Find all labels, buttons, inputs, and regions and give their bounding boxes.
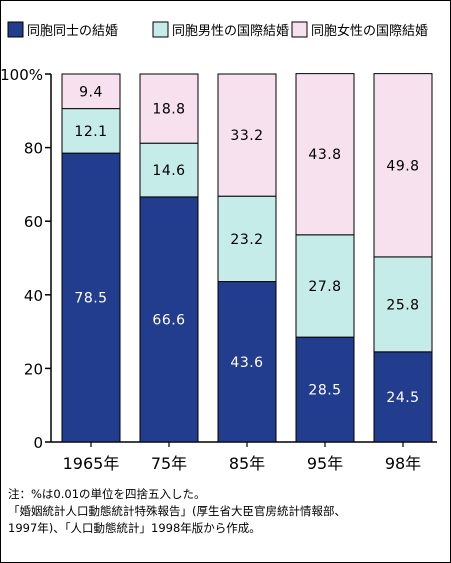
bar-segment	[373, 256, 433, 353]
y-tick-label: 20	[24, 360, 43, 378]
bar-segment	[295, 336, 355, 443]
stacked-bar-chart: 同胞同士の結婚 同胞男性の国際結婚 同胞女性の国際結婚 0 20 40 60 80 100% 78…	[0, 21, 437, 473]
legend-swatch	[152, 21, 169, 38]
x-tick-label: 85年	[229, 454, 265, 473]
data-label: 14.6	[152, 163, 185, 179]
bar-segment	[139, 142, 199, 198]
y-tick-label: 60	[24, 213, 43, 231]
y-tick-label: 100%	[0, 66, 43, 84]
bar-segment	[373, 351, 433, 443]
legend-swatch	[291, 21, 308, 38]
footnote-line: 「婚姻統計人口動態統計特殊報告」(厚生省大臣官房統計情報部、	[8, 504, 346, 518]
bar-segment	[61, 73, 121, 110]
data-label: 33.2	[230, 128, 263, 144]
x-tick-label: 1965年	[63, 454, 120, 473]
x-tick-label: 75年	[151, 454, 187, 473]
x-tick-label: 98年	[385, 454, 421, 473]
legend-swatch	[7, 21, 24, 38]
data-label: 24.5	[386, 390, 419, 406]
bar-segment	[373, 73, 433, 258]
data-label: 28.5	[308, 383, 341, 399]
legend-label: 同胞女性の国際結婚	[311, 23, 428, 39]
data-label: 43.6	[230, 355, 263, 371]
data-label: 43.8	[308, 147, 341, 163]
data-label: 9.4	[79, 84, 103, 100]
bar-segment	[217, 73, 277, 197]
data-label: 23.2	[230, 232, 263, 248]
data-label: 12.1	[74, 124, 107, 140]
bar-segment	[295, 73, 355, 236]
bar-segment	[217, 195, 277, 283]
footnote-line: 注：%は0.01の単位を四捨五入した。	[8, 487, 206, 501]
y-tick-label: 0	[33, 434, 43, 452]
legend-label: 同胞同士の結婚	[27, 24, 118, 39]
x-tick-label: 95年	[307, 454, 343, 473]
y-tick-label: 40	[24, 287, 43, 305]
footnote: 注：%は0.01の単位を四捨五入した。 「婚姻統計人口動態統計特殊報告」(厚生省…	[8, 486, 444, 537]
data-label: 18.8	[152, 102, 185, 118]
bar-segment	[217, 281, 277, 443]
data-label: 78.5	[74, 291, 107, 307]
footnote-line: 1997年)、「人口動態統計」1998年版から作成。	[8, 521, 261, 535]
data-label: 25.8	[386, 297, 419, 313]
bar-segment	[139, 196, 199, 443]
legend-label: 同胞男性の国際結婚	[172, 24, 289, 39]
data-label: 27.8	[308, 279, 341, 295]
data-label: 66.6	[152, 312, 185, 328]
y-tick-label: 80	[24, 140, 43, 158]
bar-segment	[295, 234, 355, 338]
data-label: 49.8	[386, 158, 419, 174]
bar-segment	[139, 73, 199, 144]
